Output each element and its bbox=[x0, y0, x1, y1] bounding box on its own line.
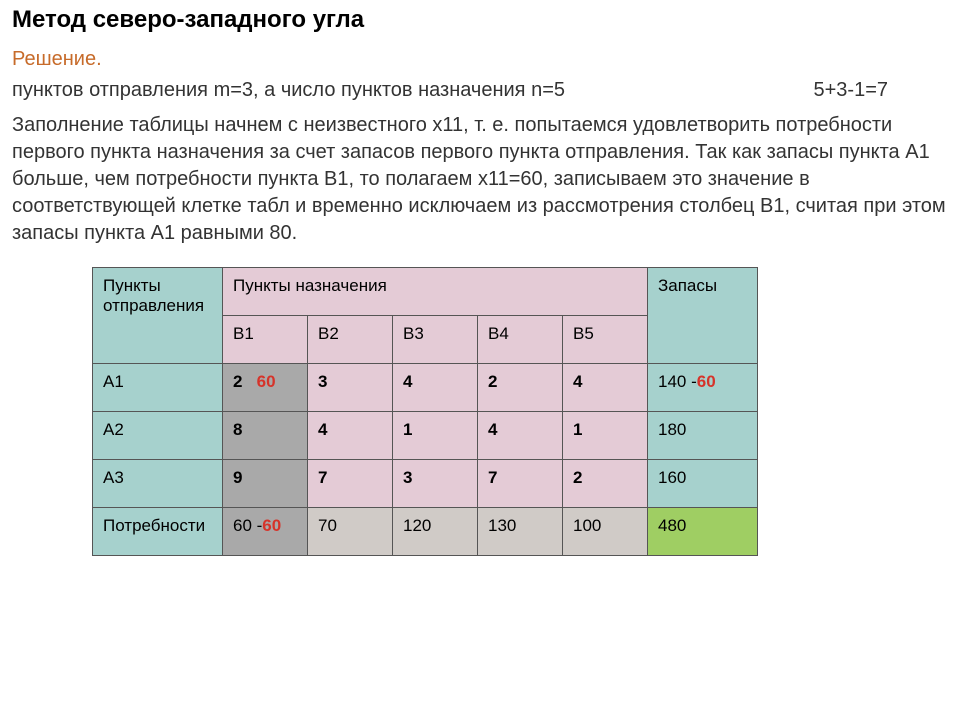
needs-b1-minus: 60 bbox=[262, 516, 281, 535]
a1-stock-minus: 60 bbox=[697, 372, 716, 391]
needs-b4: 130 bbox=[478, 508, 563, 556]
row-a2: A2 8 4 1 4 1 180 bbox=[93, 412, 758, 460]
hdr-dest: Пункты назначения bbox=[223, 268, 648, 316]
params-text: пунктов отправления m=3, а число пунктов… bbox=[12, 79, 565, 102]
row-a3: A3 9 7 3 7 2 160 bbox=[93, 460, 758, 508]
formula-text: 5+3-1=7 bbox=[813, 79, 888, 102]
row-needs: Потребности 60 -60 70 120 130 100 480 bbox=[93, 508, 758, 556]
a1-stock: 140 -60 bbox=[648, 364, 758, 412]
needs-b1-base: 60 - bbox=[233, 516, 262, 535]
a2-b5: 1 bbox=[563, 412, 648, 460]
a1-b3: 4 bbox=[393, 364, 478, 412]
a3-b1: 9 bbox=[223, 460, 308, 508]
solution-label: Решение. bbox=[12, 48, 948, 71]
col-b5: B5 bbox=[563, 316, 648, 364]
page-title: Метод северо-западного угла bbox=[12, 6, 948, 34]
col-b4: B4 bbox=[478, 316, 563, 364]
needs-b1: 60 -60 bbox=[223, 508, 308, 556]
a2-b3: 1 bbox=[393, 412, 478, 460]
needs-b2: 70 bbox=[308, 508, 393, 556]
a1-b1: 2 60 bbox=[223, 364, 308, 412]
a1-b1-alloc: 60 bbox=[257, 372, 276, 391]
description: Заполнение таблицы начнем с неизвестного… bbox=[12, 112, 948, 247]
origin-a2: A2 bbox=[93, 412, 223, 460]
transport-table: Пункты отправления Пункты назначения Зап… bbox=[92, 267, 758, 556]
col-b2: B2 bbox=[308, 316, 393, 364]
a3-b4: 7 bbox=[478, 460, 563, 508]
a2-b2: 4 bbox=[308, 412, 393, 460]
a3-b2: 7 bbox=[308, 460, 393, 508]
a3-b5: 2 bbox=[563, 460, 648, 508]
a1-b2: 3 bbox=[308, 364, 393, 412]
origin-a1: A1 bbox=[93, 364, 223, 412]
hdr-origin: Пункты отправления bbox=[93, 268, 223, 364]
needs-b5: 100 bbox=[563, 508, 648, 556]
needs-b3: 120 bbox=[393, 508, 478, 556]
a3-b3: 3 bbox=[393, 460, 478, 508]
a3-stock: 160 bbox=[648, 460, 758, 508]
col-b1: B1 bbox=[223, 316, 308, 364]
row-a1: A1 2 60 3 4 2 4 140 -60 bbox=[93, 364, 758, 412]
a1-b5: 4 bbox=[563, 364, 648, 412]
a1-b4: 2 bbox=[478, 364, 563, 412]
a1-stock-base: 140 - bbox=[658, 372, 697, 391]
params-line: пунктов отправления m=3, а число пунктов… bbox=[12, 79, 948, 102]
col-b3: B3 bbox=[393, 316, 478, 364]
a1-b1-cost: 2 bbox=[233, 372, 242, 391]
a2-stock: 180 bbox=[648, 412, 758, 460]
needs-label: Потребности bbox=[93, 508, 223, 556]
origin-a3: A3 bbox=[93, 460, 223, 508]
a2-b1: 8 bbox=[223, 412, 308, 460]
a2-b4: 4 bbox=[478, 412, 563, 460]
hdr-stock: Запасы bbox=[648, 268, 758, 364]
total-cell: 480 bbox=[648, 508, 758, 556]
